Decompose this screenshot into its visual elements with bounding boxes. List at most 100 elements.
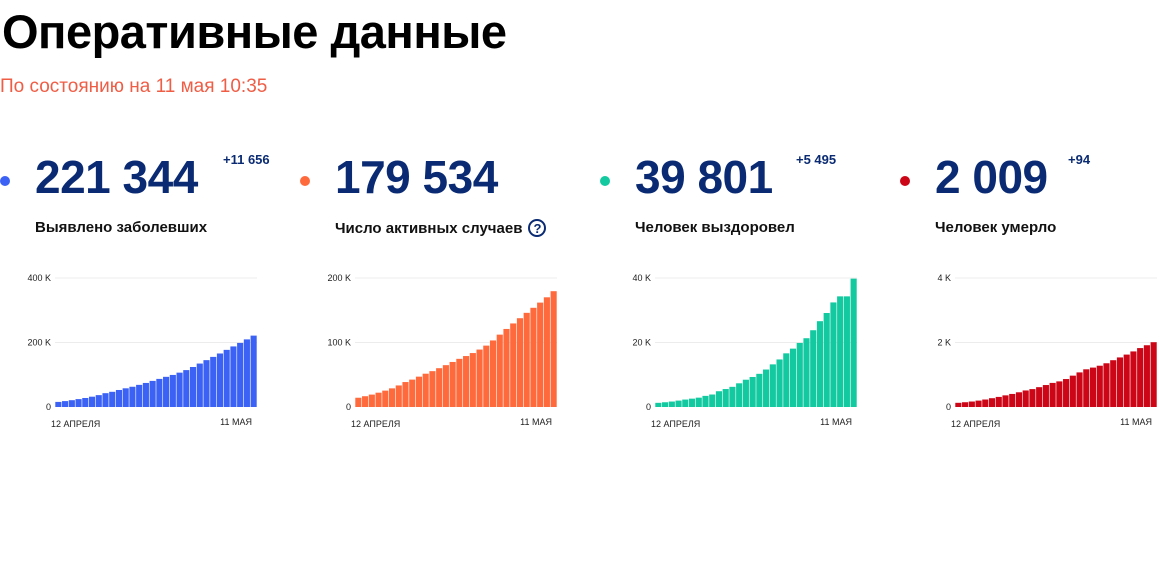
bar xyxy=(1022,390,1029,407)
bar xyxy=(402,382,409,407)
help-icon[interactable]: ? xyxy=(528,219,547,237)
chart-deaths: 0 2 K 4 K 12 АПРЕЛЯ 11 МАЯ xyxy=(937,273,1157,429)
bar xyxy=(129,386,136,407)
stat-card-cases: 221 344 +11 656 Выявлено заболевших 0 200… xyxy=(0,140,300,440)
bar xyxy=(810,330,817,407)
bar xyxy=(982,399,989,407)
stat-label: Человек выздоровел xyxy=(635,219,795,236)
bar xyxy=(243,339,250,407)
bar xyxy=(789,348,797,407)
y-tick-label: 0 xyxy=(646,402,651,412)
bar xyxy=(715,391,723,407)
y-tick-label: 0 xyxy=(946,402,951,412)
y-tick-label: 40 K xyxy=(632,273,651,283)
bar xyxy=(1116,357,1124,407)
stat-delta: +5 495 xyxy=(796,152,837,167)
stat-label: Выявлено заболевших xyxy=(35,219,207,236)
bar xyxy=(250,335,257,407)
stat-label-text: Человек умерло xyxy=(935,219,1057,236)
bar xyxy=(476,349,483,407)
bar xyxy=(749,376,756,407)
bar xyxy=(189,366,197,407)
bar xyxy=(968,401,975,407)
y-tick-label: 4 K xyxy=(937,273,951,283)
bar xyxy=(142,382,149,407)
bar xyxy=(1029,389,1036,407)
bar xyxy=(196,363,203,407)
bar xyxy=(803,338,810,407)
y-tick-label: 400 K xyxy=(27,273,51,283)
bar xyxy=(955,402,962,407)
bar xyxy=(776,359,783,407)
bar xyxy=(415,376,423,407)
series-dot xyxy=(900,176,910,186)
bar xyxy=(1096,365,1103,407)
bar xyxy=(550,291,557,407)
y-tick-label: 2 K xyxy=(937,338,951,348)
bar xyxy=(82,397,89,407)
chart-active: 0 100 K 200 K 12 АПРЕЛЯ 11 МАЯ xyxy=(327,273,557,429)
bar xyxy=(1137,348,1144,407)
bar xyxy=(55,401,62,407)
bar xyxy=(163,376,170,407)
x-tick-label-end: 11 МАЯ xyxy=(520,417,552,427)
bar xyxy=(429,371,436,407)
x-tick-label-end: 11 МАЯ xyxy=(820,417,852,427)
y-tick-label: 100 K xyxy=(327,338,351,348)
bar xyxy=(530,307,537,407)
bar xyxy=(763,369,770,407)
bar xyxy=(843,296,850,407)
bar xyxy=(1110,360,1117,407)
bar xyxy=(1089,367,1097,407)
bar xyxy=(489,340,497,407)
bar xyxy=(183,370,190,407)
bar xyxy=(68,400,75,407)
bar xyxy=(62,401,69,407)
bar xyxy=(736,383,743,407)
x-tick-label-end: 11 МАЯ xyxy=(220,417,252,427)
bar xyxy=(962,402,969,407)
bar xyxy=(409,379,416,407)
bar xyxy=(823,313,830,407)
bar xyxy=(362,396,369,407)
bar xyxy=(136,384,143,407)
bar xyxy=(1063,379,1070,407)
bar xyxy=(1009,393,1016,407)
bar xyxy=(95,395,102,407)
bar xyxy=(169,374,176,407)
bar xyxy=(837,296,844,407)
bar xyxy=(1002,395,1009,407)
stat-card-recovered: 39 801 +5 495 Человек выздоровел 0 20 K 40… xyxy=(600,140,900,440)
y-tick-label: 0 xyxy=(346,402,351,412)
bar xyxy=(850,278,857,407)
bar xyxy=(88,396,96,407)
stat-value: 39 801 xyxy=(635,151,773,203)
bar xyxy=(742,379,749,407)
page-subtitle: По состоянию на 11 мая 10:35 xyxy=(0,76,268,97)
bar xyxy=(237,342,244,407)
bar xyxy=(668,401,675,407)
bar xyxy=(375,392,382,407)
bar xyxy=(702,395,709,407)
x-tick-label-start: 12 АПРЕЛЯ xyxy=(51,419,100,429)
bar xyxy=(1143,345,1150,407)
bar xyxy=(722,389,729,407)
stat-label: Число активных случаев ? xyxy=(335,219,547,237)
bar xyxy=(516,318,524,407)
bar xyxy=(510,323,517,407)
bar xyxy=(729,386,736,407)
bar xyxy=(442,365,449,407)
series-dot xyxy=(300,176,310,186)
stat-label: Человек умерло xyxy=(935,219,1056,236)
bar xyxy=(149,380,156,407)
bar xyxy=(449,361,456,407)
bar xyxy=(995,396,1002,407)
bar xyxy=(1049,382,1056,407)
bar xyxy=(688,398,696,407)
y-tick-label: 200 K xyxy=(27,338,51,348)
x-tick-label-start: 12 АПРЕЛЯ xyxy=(951,419,1000,429)
stat-label-text: Выявлено заболевших xyxy=(35,219,208,236)
bar xyxy=(1083,369,1090,407)
bar xyxy=(1042,385,1049,407)
bar xyxy=(210,356,217,407)
